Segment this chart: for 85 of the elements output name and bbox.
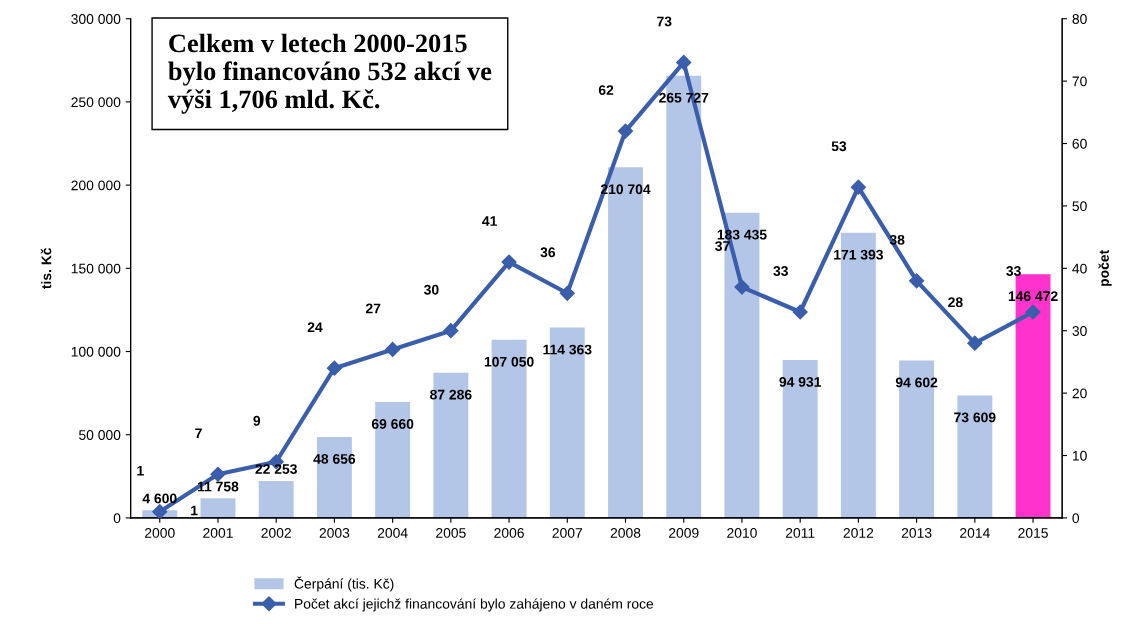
y2-tick-label: 10 [1072,450,1087,461]
point [676,54,692,70]
point [792,304,808,320]
data-label: 94 602 [895,377,938,388]
data-label: 107 050 [484,356,534,367]
point [559,285,575,301]
y2-tick-label: 50 [1072,201,1087,212]
x-tick-label: 2013 [901,528,932,538]
y2-axis-title: počet [1098,249,1112,286]
y2-tick-label: 60 [1072,138,1087,149]
y2-tick-label: 0 [1072,513,1080,524]
x-tick-label: 2004 [377,528,408,538]
data-label: 73 [657,16,672,27]
bar [200,498,236,518]
x-tick-label: 2006 [494,528,524,538]
data-label: 28 [948,297,963,308]
data-label: 4 600 [142,493,177,504]
y-tick-label: 300 000 [71,14,121,24]
y2-tick-label: 80 [1072,14,1087,24]
point [1025,304,1041,320]
data-label: 62 [598,85,614,95]
data-label: 37 [715,241,730,251]
point [734,279,750,295]
y-axis-title: tis. Kč [40,247,52,289]
x-tick-label: 2005 [436,528,466,538]
data-label: 114 363 [543,344,592,355]
point [850,179,866,195]
point [326,360,342,376]
data-label: 33 [1006,266,1021,276]
x-tick-label: 2002 [261,528,291,538]
point [443,323,459,339]
y-tick-label: 150 000 [71,263,121,274]
x-tick-label: 2015 [1018,528,1048,538]
data-label: 69 660 [371,419,414,429]
y-tick-label: 50 000 [79,430,121,440]
legend-label: Počet akcí jejichž financování bylo zahájeno v daném roce [295,598,654,612]
data-label: 53 [831,141,847,152]
data-label: 94 931 [779,376,822,387]
x-tick-label: 2008 [610,528,641,538]
data-label: 11 758 [197,481,239,492]
data-label: 183 435 [717,229,767,240]
data-label: 7 [195,428,202,439]
y-tick-label: 200 000 [71,180,121,191]
point [909,273,925,289]
y2-tick-label: 30 [1072,326,1087,336]
data-label: 1 [137,465,144,476]
y-tick-label: 100 000 [71,346,121,357]
point [210,466,226,482]
data-label: 210 704 [600,184,651,195]
data-label: 265 727 [659,92,709,103]
x-tick-label: 2001 [203,528,233,538]
data-label: 171 393 [834,249,883,260]
data-label: 9 [253,415,261,426]
data-label: 73 609 [954,412,996,423]
x-tick-label: 2010 [727,528,757,538]
x-tick-label: 2007 [552,528,583,538]
data-label: 24 [307,322,323,332]
data-label: 48 656 [313,453,356,464]
point [152,504,168,518]
data-label: 33 [773,266,788,276]
x-tick-label: 2012 [843,528,874,538]
annotation: Celkem v letech 2000-2015 bylo financováno 532 akcí ve výši 1,706 mld. Kč. [167,33,492,114]
y2-tick-label: 20 [1072,388,1087,399]
x-tick-label: 2014 [960,528,990,538]
data-label: 36 [540,247,556,258]
x-tick-label: 2000 [145,528,175,538]
y-tick-label: 250 000 [71,97,121,108]
x-tick-label: 2011 [785,528,815,538]
y-tick-label: 0 [113,513,121,524]
x-tick-label: 2003 [319,528,350,538]
point [967,335,983,351]
data-label: 30 [424,284,439,295]
y2-tick-label: 70 [1072,76,1087,87]
point [501,254,517,270]
point [385,341,401,358]
data-label: 87 286 [430,389,472,400]
point [617,123,634,139]
data-label: 22 253 [255,464,297,474]
data-label: 27 [365,303,381,314]
annotation: 1 [191,505,198,516]
y2-tick-label: 40 [1072,263,1087,274]
data-label: 41 [482,216,497,226]
x-tick-label: 2009 [668,528,699,538]
legend-label: Čerpání (tis. Kč) [294,576,394,592]
bar [258,480,294,518]
